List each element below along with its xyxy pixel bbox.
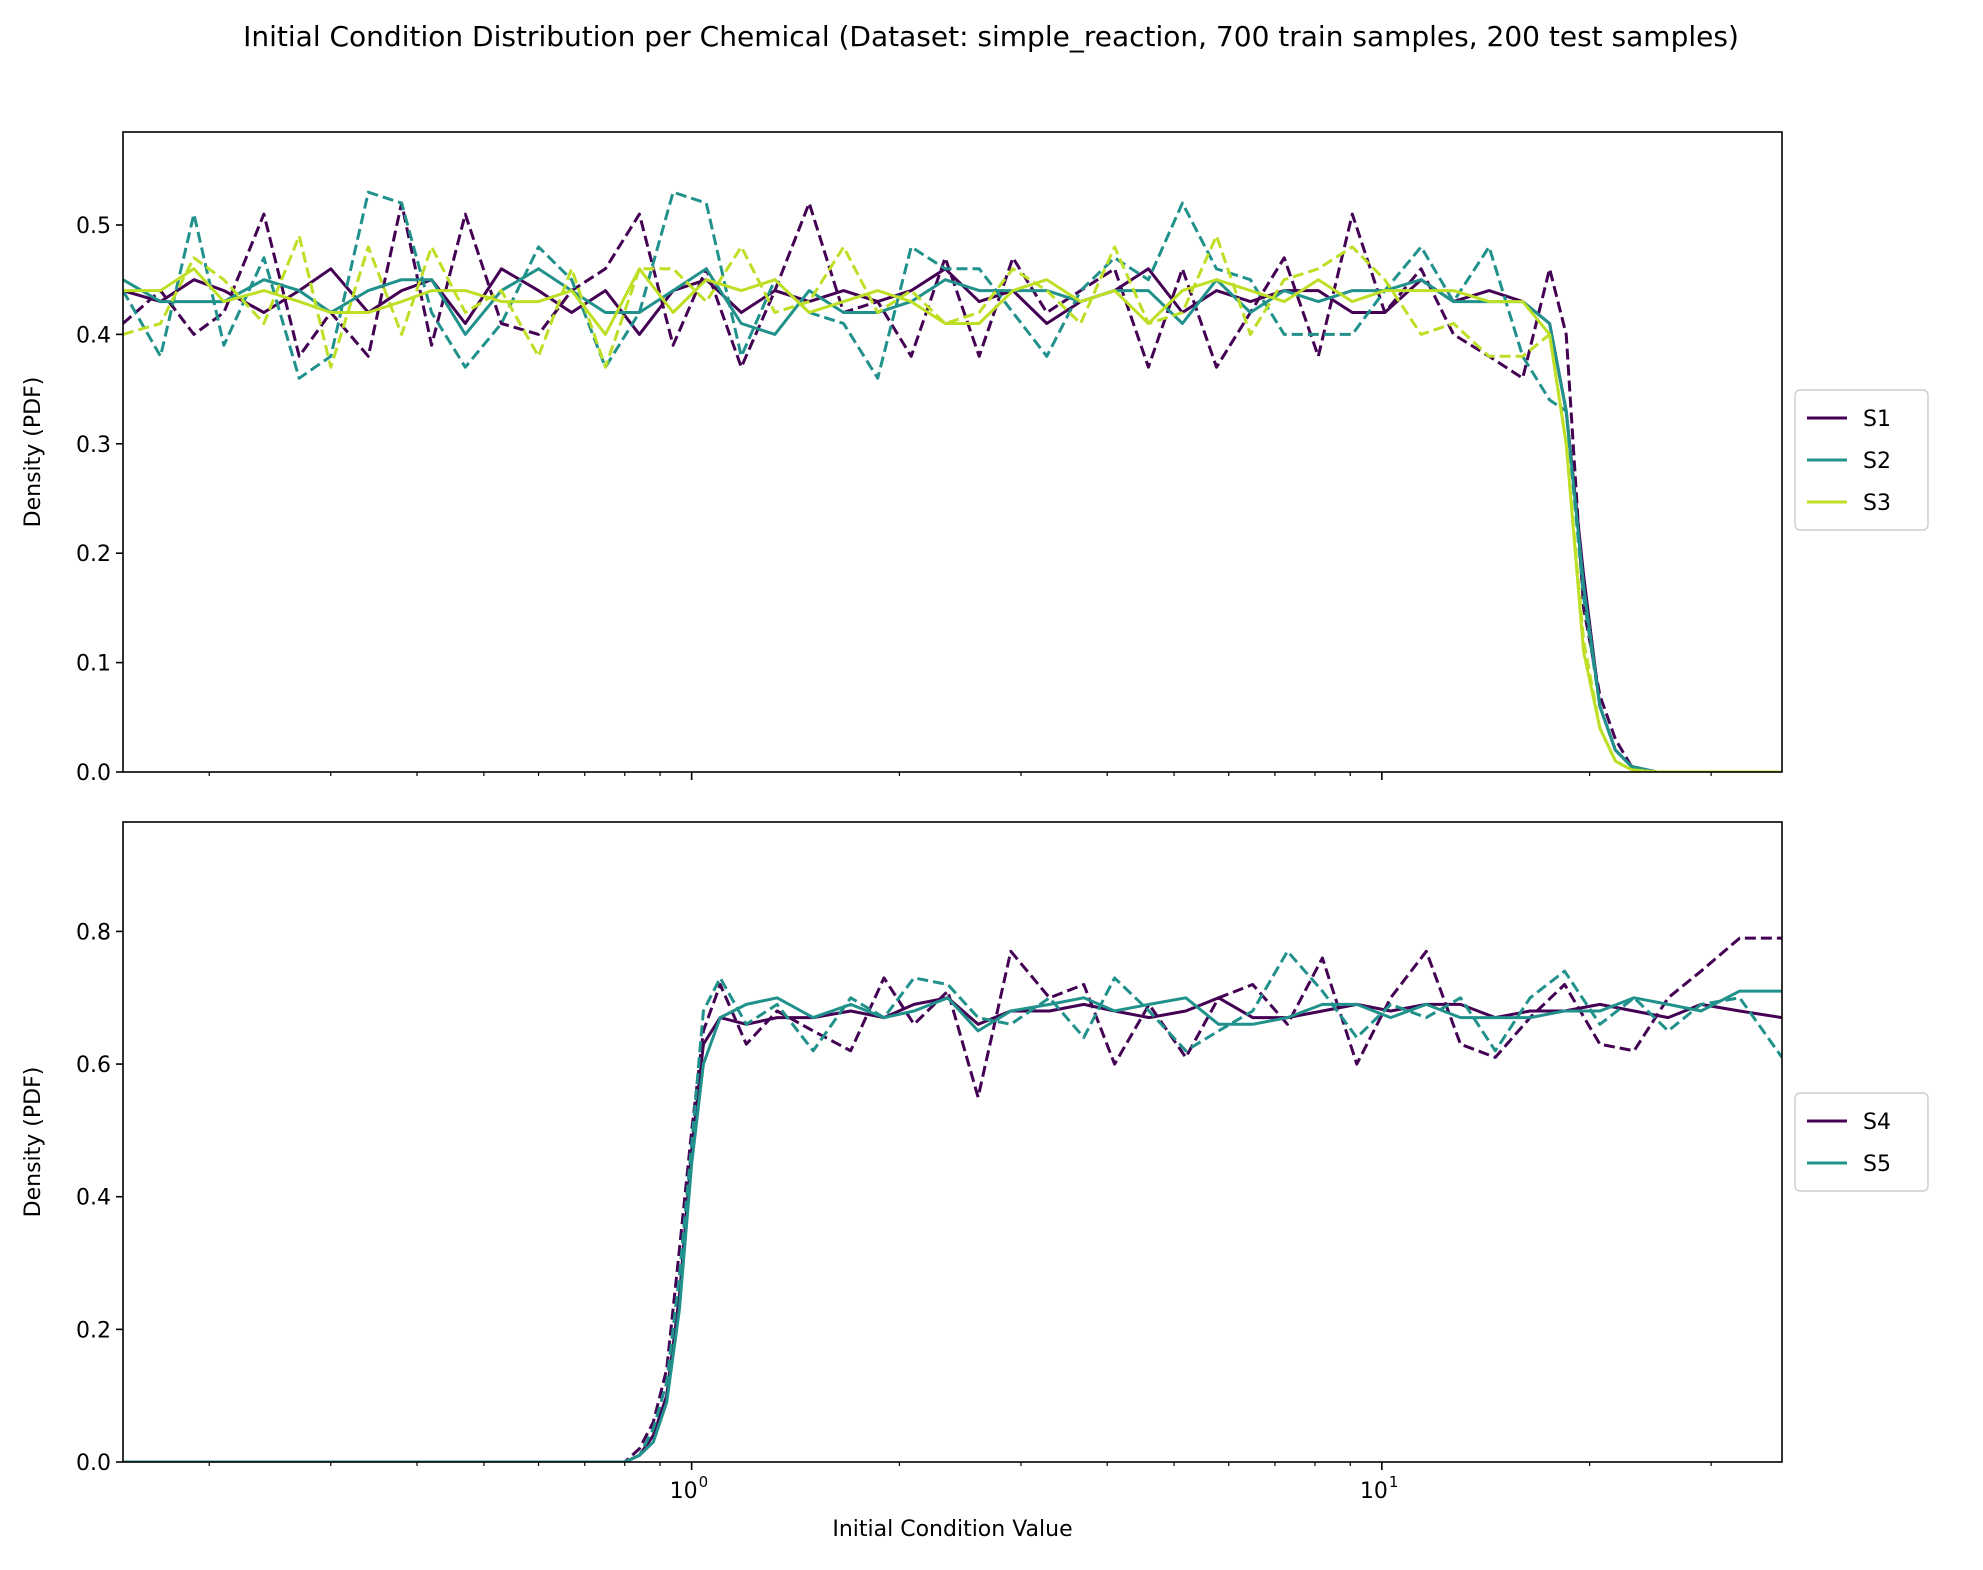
axes-frame xyxy=(122,821,1783,1463)
legend-label: S2 xyxy=(1863,449,1891,474)
legend-label: S5 xyxy=(1863,1152,1891,1177)
plot-area xyxy=(123,936,1782,1462)
y-tick-label: 0.4 xyxy=(76,323,111,348)
x-tick-exponent: 0 xyxy=(699,1473,709,1491)
x-tick-label: 10 xyxy=(670,1479,698,1504)
series-line-s5-test xyxy=(123,949,1782,1462)
chart-title: Initial Condition Distribution per Chemi… xyxy=(243,20,1739,53)
x-axis-label: Initial Condition Value xyxy=(832,1517,1072,1542)
series-line-s5 xyxy=(123,989,1782,1462)
x-tick-exponent: 1 xyxy=(1389,1473,1399,1491)
legend: S1 S2 S3 xyxy=(1794,389,1929,531)
y-tick-label: 0.4 xyxy=(76,1186,111,1211)
top-panel: 0.0 0.1 0.2 0.3 0.4 0.5 Density (PDF) S1 S2 S3 xyxy=(21,131,1929,786)
y-tick-label: 0.3 xyxy=(76,433,111,458)
y-tick-label: 0.2 xyxy=(76,1318,111,1343)
series-line-s4-test xyxy=(123,936,1782,1462)
plot-area xyxy=(123,190,1782,772)
y-tick-label: 0.6 xyxy=(76,1053,111,1078)
y-tick-label: 0.0 xyxy=(76,1451,111,1476)
y-tick-label: 0.2 xyxy=(76,542,111,567)
legend-label: S1 xyxy=(1863,407,1891,432)
legend-box xyxy=(1794,389,1929,531)
legend: S4 S5 xyxy=(1794,1092,1929,1192)
y-axis-label: Density (PDF) xyxy=(21,1067,46,1218)
series-line-s4 xyxy=(123,996,1782,1462)
y-tick-label: 0.1 xyxy=(76,652,111,677)
legend-box xyxy=(1794,1092,1929,1192)
x-tick-label: 10 xyxy=(1360,1479,1388,1504)
legend-label: S3 xyxy=(1863,491,1891,516)
series-line-s2-test xyxy=(123,190,1782,772)
axes-frame xyxy=(122,131,1783,773)
y-tick-label: 0.5 xyxy=(76,214,111,239)
legend-label: S4 xyxy=(1863,1110,1891,1135)
y-axis-label: Density (PDF) xyxy=(21,377,46,528)
series-line-s3-test xyxy=(123,234,1782,772)
y-tick-label: 0.8 xyxy=(76,920,111,945)
y-tick-label: 0.0 xyxy=(76,761,111,786)
